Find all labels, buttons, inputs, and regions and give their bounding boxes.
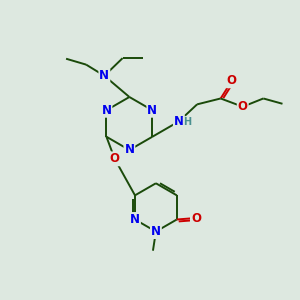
Text: N: N xyxy=(147,104,157,117)
Text: O: O xyxy=(110,152,120,165)
Text: N: N xyxy=(101,104,111,117)
Text: N: N xyxy=(151,225,161,238)
Text: H: H xyxy=(184,117,192,127)
Text: N: N xyxy=(130,213,140,226)
Text: O: O xyxy=(191,212,201,224)
Text: O: O xyxy=(238,100,248,113)
Text: N: N xyxy=(99,69,110,82)
Text: O: O xyxy=(227,74,237,87)
Text: N: N xyxy=(124,143,134,157)
Text: N: N xyxy=(174,115,184,128)
